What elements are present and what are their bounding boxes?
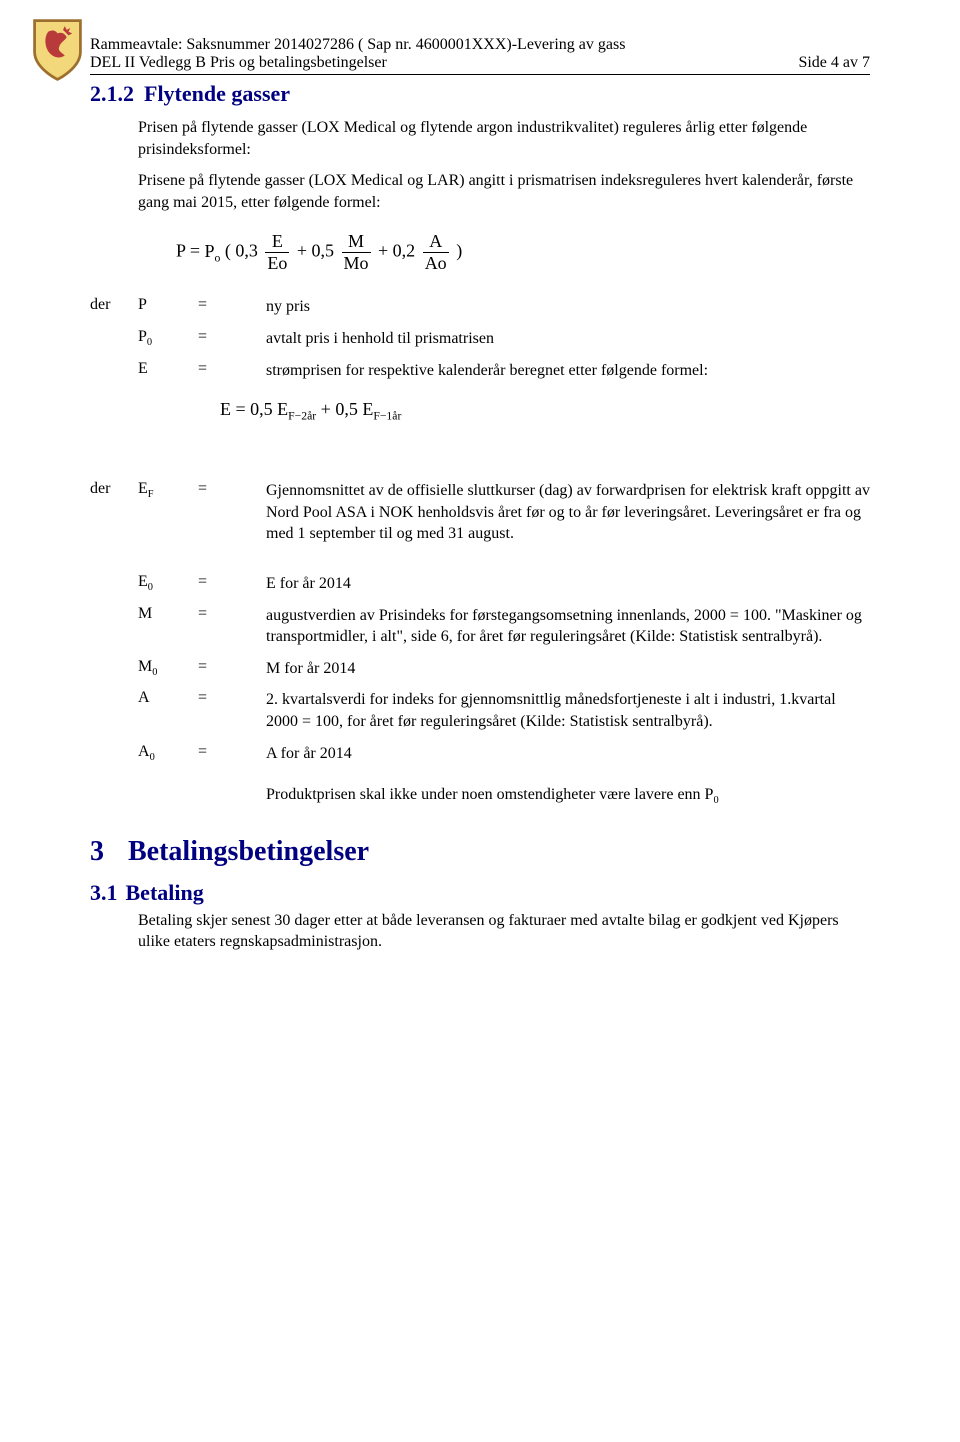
def-row: der P = ny pris [90, 296, 870, 318]
para-1: Prisen på flytende gasser (LOX Medical o… [138, 117, 870, 160]
def-eq: = [198, 328, 266, 346]
def-eq: = [198, 573, 266, 591]
formula-open: ( 0,3 [225, 241, 258, 261]
f2-term1: EF−2år [277, 399, 316, 419]
formula-plus1: + 0,5 [297, 241, 334, 261]
def-sym: A0 [138, 743, 198, 761]
f2-lhs: E [220, 399, 231, 419]
section-number: 3 [90, 836, 104, 867]
f2-term2: EF−1år [362, 399, 401, 419]
section-number: 3.1 [90, 880, 118, 905]
formula-close: ) [456, 241, 462, 261]
def-txt: E for år 2014 [266, 573, 870, 595]
formula-eq: = [190, 241, 200, 261]
section-3-1-heading: 3.1 Betaling [90, 880, 870, 906]
def-txt: strømprisen for respektive kalenderår be… [266, 360, 870, 382]
formula-p0: Po [205, 241, 221, 261]
def-txt: augustverdien av Prisindeks for førstega… [266, 605, 870, 648]
formula-e: E = 0,5 EF−2år + 0,5 EF−1år [220, 399, 870, 420]
def-sym: EF [138, 480, 198, 498]
header-right: Side 4 av 7 [798, 54, 870, 72]
section-title: Flytende gasser [144, 81, 290, 106]
header-left: DEL II Vedlegg B Pris og betalingsbeting… [90, 54, 387, 72]
def-row: E0 = E for år 2014 [90, 573, 870, 595]
definitions-2: der EF = Gjennomsnittet av de offisielle… [90, 480, 870, 764]
def-eq: = [198, 360, 266, 378]
def-eq: = [198, 296, 266, 314]
section-3-1-para: Betaling skjer senest 30 dager etter at … [138, 910, 870, 953]
def-txt: M for år 2014 [266, 658, 870, 680]
def-sym: M [138, 605, 198, 623]
def-sym: E [138, 360, 198, 378]
def-txt: ny pris [266, 296, 870, 318]
def-sym: A [138, 689, 198, 707]
def-sym: P0 [138, 328, 198, 346]
para-2: Prisene på flytende gasser (LOX Medical … [138, 170, 870, 213]
def-eq: = [198, 689, 266, 707]
section-title: Betalingsbetingelser [128, 836, 369, 867]
note-row: Produktprisen skal ikke under noen omste… [90, 784, 870, 806]
def-row: P0 = avtalt pris i henhold til prismatri… [90, 328, 870, 350]
frac-a: AAo [423, 231, 449, 274]
formula-plus2: + 0,2 [378, 241, 415, 261]
formula-price: P = Po ( 0,3 EEo + 0,5 MMo + 0,2 AAo ) [176, 231, 870, 274]
definitions-1: der P = ny pris P0 = avtalt pris i henho… [90, 296, 870, 381]
coat-of-arms-logo [30, 16, 85, 84]
f2-eq: = 0,5 [236, 399, 273, 419]
def-row: M = augustverdien av Prisindeks for førs… [90, 605, 870, 648]
note-para: Produktprisen skal ikke under noen omste… [266, 784, 870, 806]
def-eq: = [198, 605, 266, 623]
header-line1: Rammeavtale: Saksnummer 2014027286 ( Sap… [90, 36, 870, 54]
def-row: A = 2. kvartalsverdi for indeks for gjen… [90, 689, 870, 732]
def-txt: A for år 2014 [266, 743, 870, 765]
def-row: M0 = M for år 2014 [90, 658, 870, 680]
header-line2: DEL II Vedlegg B Pris og betalingsbeting… [90, 54, 870, 75]
def-txt: avtalt pris i henhold til prismatrisen [266, 328, 870, 350]
def-der: der [90, 480, 138, 498]
def-eq: = [198, 480, 266, 498]
section-number: 2.1.2 [90, 81, 134, 106]
def-eq: = [198, 743, 266, 761]
frac-m: MMo [342, 231, 371, 274]
page-container: Rammeavtale: Saksnummer 2014027286 ( Sap… [0, 0, 960, 997]
def-txt: Gjennomsnittet av de offisielle sluttkur… [266, 480, 870, 545]
def-row: der EF = Gjennomsnittet av de offisielle… [90, 480, 870, 545]
def-eq: = [198, 658, 266, 676]
frac-e: EEo [265, 231, 289, 274]
def-der: der [90, 296, 138, 314]
def-sym: E0 [138, 573, 198, 591]
def-txt: 2. kvartalsverdi for indeks for gjennoms… [266, 689, 870, 732]
f2-plus: + 0,5 [321, 399, 358, 419]
section-2-1-2-heading: 2.1.2 Flytende gasser [90, 81, 870, 107]
def-sym: M0 [138, 658, 198, 676]
def-row: E = strømprisen for respektive kalenderå… [90, 360, 870, 382]
def-row: A0 = A for år 2014 [90, 743, 870, 765]
def-sym: P [138, 296, 198, 314]
section-title: Betaling [126, 880, 204, 905]
formula-lhs: P [176, 241, 185, 261]
section-3-heading: 3 Betalingsbetingelser [90, 836, 870, 868]
